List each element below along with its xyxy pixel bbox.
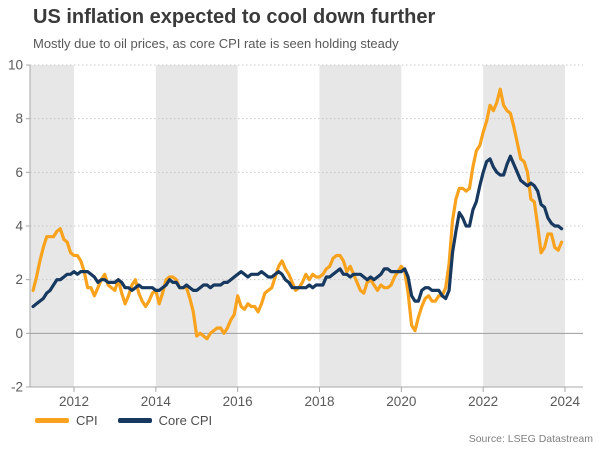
x-tick-label: 2016 — [223, 394, 253, 409]
year-band — [319, 65, 402, 387]
y-tick-label: 0 — [15, 326, 23, 341]
legend-item-core-cpi: Core CPI — [117, 413, 213, 428]
cpi-line — [31, 87, 564, 341]
source-attribution: Source: LSEG Datastream — [468, 433, 593, 445]
x-tick-label: 2014 — [141, 394, 172, 409]
legend-item-cpi: CPI — [35, 413, 98, 428]
core-cpi-line-swatch-icon — [117, 418, 152, 423]
chart-legend: CPI Core CPI — [35, 413, 212, 428]
core-cpi-line — [31, 154, 564, 309]
y-tick-label: 2 — [15, 272, 23, 287]
legend-label-cpi: CPI — [76, 413, 98, 428]
x-tick-label: 2022 — [468, 394, 498, 409]
y-tick-label: 8 — [15, 111, 23, 126]
y-tick-label: 4 — [15, 219, 23, 234]
cpi-line-swatch-icon — [35, 418, 69, 423]
page-title: US inflation expected to cool down furth… — [33, 6, 436, 28]
x-tick-label: 2024 — [550, 394, 581, 409]
x-tick-label: 2012 — [59, 394, 89, 409]
chart-subtitle: Mostly due to oil prices, as core CPI ra… — [33, 36, 399, 51]
year-band — [155, 65, 238, 387]
y-tick-label: 6 — [15, 165, 23, 180]
legend-label-core-cpi: Core CPI — [158, 413, 213, 428]
x-tick-label: 2018 — [304, 394, 334, 409]
y-tick-label: -2 — [11, 380, 23, 395]
y-tick-label: 10 — [8, 58, 23, 73]
x-tick-label: 2020 — [386, 394, 416, 409]
